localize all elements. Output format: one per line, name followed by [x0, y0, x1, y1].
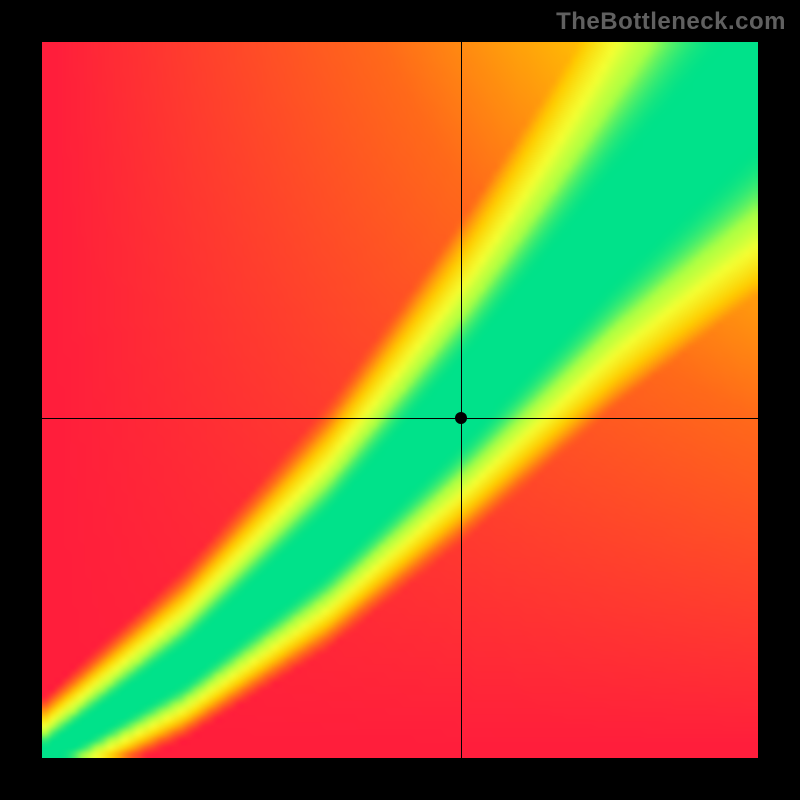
crosshair-marker-dot	[455, 412, 467, 424]
heatmap-plot-area	[42, 42, 758, 758]
bottleneck-heatmap	[42, 42, 758, 758]
watermark-text: TheBottleneck.com	[556, 8, 786, 36]
crosshair-horizontal-line	[42, 418, 758, 419]
crosshair-vertical-line	[461, 42, 462, 758]
